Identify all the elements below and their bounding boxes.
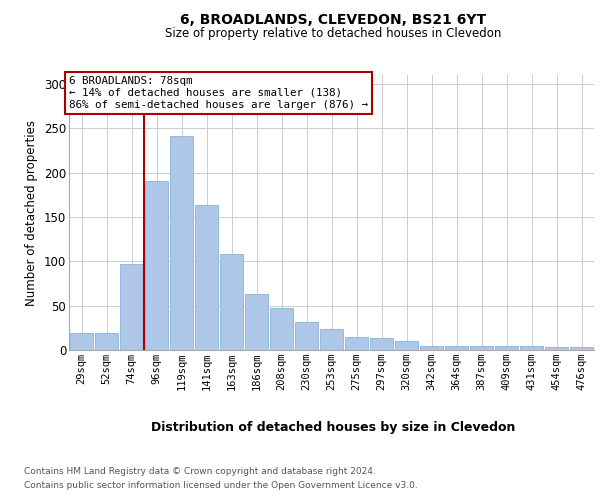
Bar xyxy=(170,136,193,350)
Bar xyxy=(344,336,368,350)
Text: Size of property relative to detached houses in Clevedon: Size of property relative to detached ho… xyxy=(165,28,501,40)
Bar xyxy=(494,346,518,350)
Bar xyxy=(70,333,94,350)
Bar xyxy=(119,264,143,350)
Bar xyxy=(569,348,593,350)
Y-axis label: Number of detached properties: Number of detached properties xyxy=(25,120,38,306)
Bar xyxy=(419,346,443,350)
Bar xyxy=(295,322,319,350)
Bar xyxy=(395,341,418,350)
Text: 6 BROADLANDS: 78sqm
← 14% of detached houses are smaller (138)
86% of semi-detac: 6 BROADLANDS: 78sqm ← 14% of detached ho… xyxy=(69,76,368,110)
Bar xyxy=(470,346,493,350)
Text: Contains public sector information licensed under the Open Government Licence v3: Contains public sector information licen… xyxy=(24,481,418,490)
Bar xyxy=(370,338,394,350)
Bar xyxy=(220,254,244,350)
Bar xyxy=(269,308,293,350)
Bar xyxy=(245,294,268,350)
Bar xyxy=(320,328,343,350)
Bar xyxy=(145,182,169,350)
Bar xyxy=(445,346,469,350)
Bar xyxy=(95,333,118,350)
Bar xyxy=(520,346,544,350)
Bar xyxy=(545,348,568,350)
Text: Contains HM Land Registry data © Crown copyright and database right 2024.: Contains HM Land Registry data © Crown c… xyxy=(24,468,376,476)
Bar xyxy=(194,206,218,350)
Text: 6, BROADLANDS, CLEVEDON, BS21 6YT: 6, BROADLANDS, CLEVEDON, BS21 6YT xyxy=(180,12,486,26)
Text: Distribution of detached houses by size in Clevedon: Distribution of detached houses by size … xyxy=(151,421,515,434)
